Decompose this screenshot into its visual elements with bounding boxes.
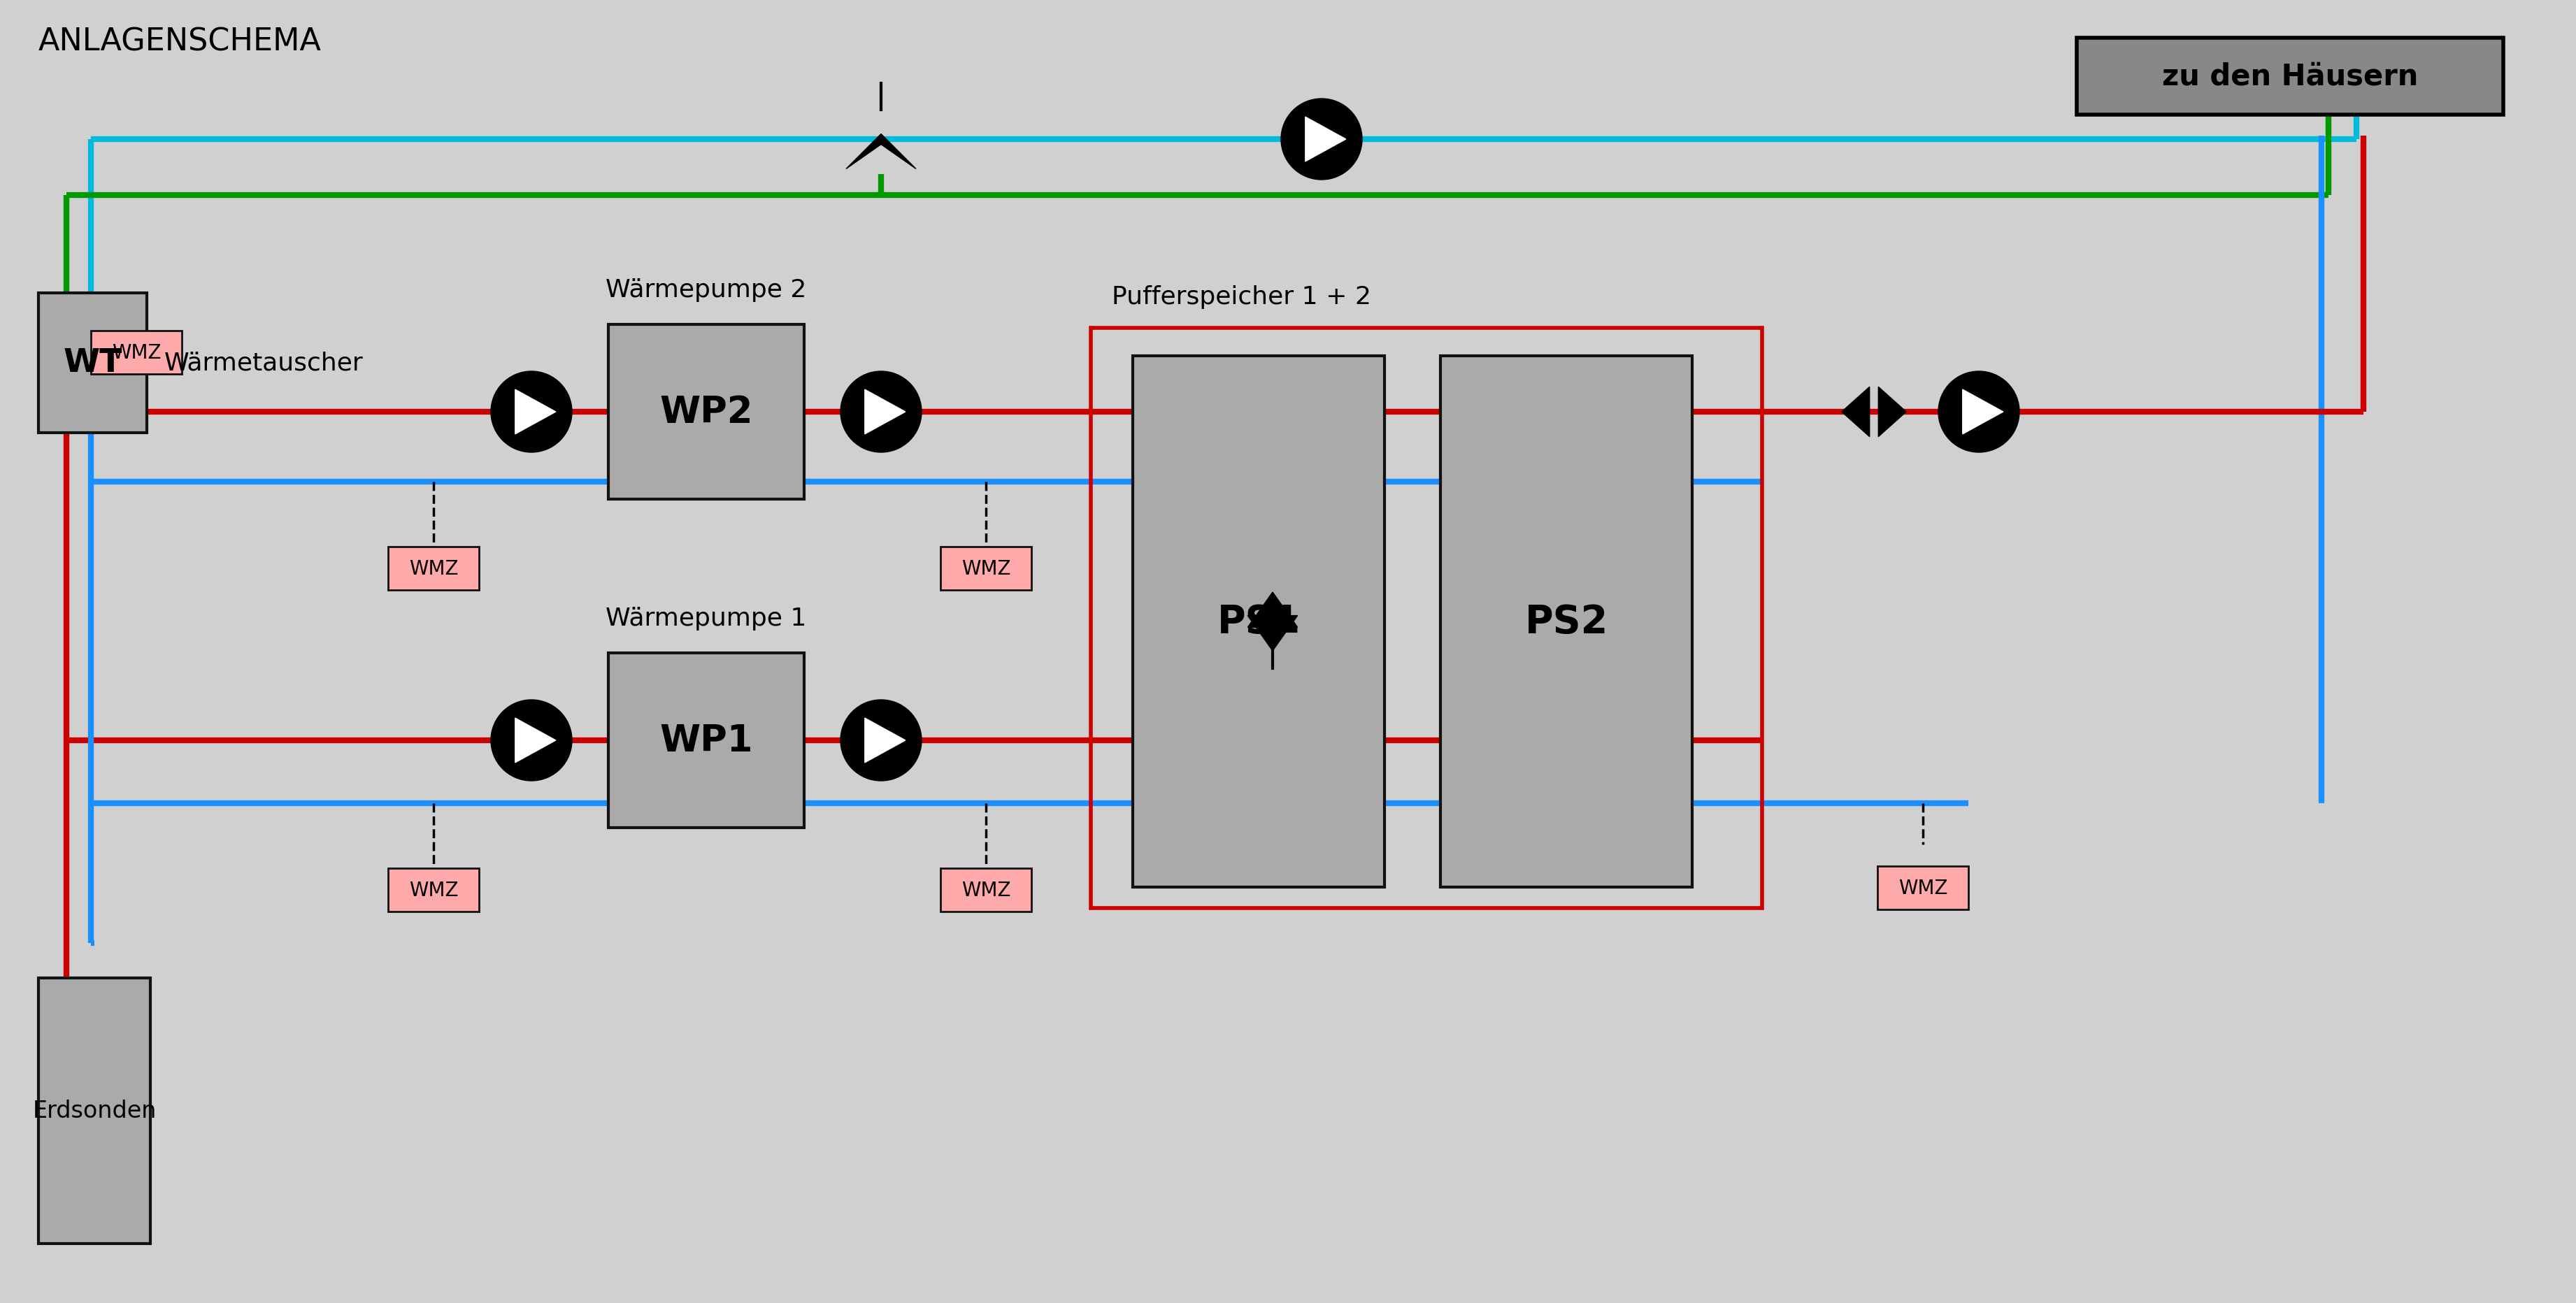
Polygon shape (1878, 387, 1906, 437)
Polygon shape (515, 390, 556, 434)
Polygon shape (881, 134, 917, 169)
Polygon shape (1247, 593, 1298, 628)
FancyBboxPatch shape (1878, 866, 1968, 909)
Text: WMZ: WMZ (410, 559, 459, 579)
Circle shape (1937, 371, 2020, 452)
Text: Wärmepumpe 1: Wärmepumpe 1 (605, 606, 806, 631)
FancyBboxPatch shape (1133, 356, 1383, 887)
Polygon shape (866, 718, 904, 762)
Text: Wärmetauscher: Wärmetauscher (165, 352, 363, 375)
Text: WMZ: WMZ (410, 881, 459, 900)
Polygon shape (1842, 387, 1870, 437)
FancyBboxPatch shape (940, 547, 1030, 590)
Text: WT: WT (64, 348, 121, 379)
Circle shape (840, 700, 922, 780)
FancyBboxPatch shape (940, 868, 1030, 912)
FancyBboxPatch shape (389, 868, 479, 912)
FancyBboxPatch shape (608, 324, 804, 499)
FancyBboxPatch shape (39, 979, 149, 1243)
Text: WMZ: WMZ (961, 881, 1010, 900)
FancyBboxPatch shape (39, 293, 147, 433)
Polygon shape (1306, 117, 1345, 162)
Text: WP2: WP2 (659, 394, 752, 430)
Polygon shape (1963, 390, 2004, 434)
Text: Pufferspeicher 1 + 2: Pufferspeicher 1 + 2 (1113, 285, 1370, 309)
Polygon shape (515, 718, 556, 762)
Circle shape (1280, 99, 1363, 180)
Text: zu den Häusern: zu den Häusern (2161, 63, 2419, 91)
Polygon shape (1247, 616, 1298, 652)
Text: WP1: WP1 (659, 722, 752, 758)
Text: Wärmepumpe 2: Wärmepumpe 2 (605, 278, 806, 302)
Text: PS2: PS2 (1525, 603, 1607, 641)
FancyBboxPatch shape (2076, 38, 2504, 115)
FancyBboxPatch shape (608, 653, 804, 827)
Polygon shape (866, 390, 904, 434)
Text: WMZ: WMZ (111, 343, 162, 362)
FancyBboxPatch shape (90, 331, 183, 374)
Text: WMZ: WMZ (1899, 878, 1947, 898)
FancyBboxPatch shape (1440, 356, 1692, 887)
Circle shape (840, 371, 922, 452)
Text: ANLAGENSCHEMA: ANLAGENSCHEMA (39, 27, 322, 57)
FancyBboxPatch shape (389, 547, 479, 590)
Text: WMZ: WMZ (961, 559, 1010, 579)
Circle shape (492, 700, 572, 780)
Text: PS1: PS1 (1216, 603, 1301, 641)
Text: Erdsonden: Erdsonden (33, 1100, 157, 1122)
Circle shape (492, 371, 572, 452)
Polygon shape (845, 134, 881, 169)
